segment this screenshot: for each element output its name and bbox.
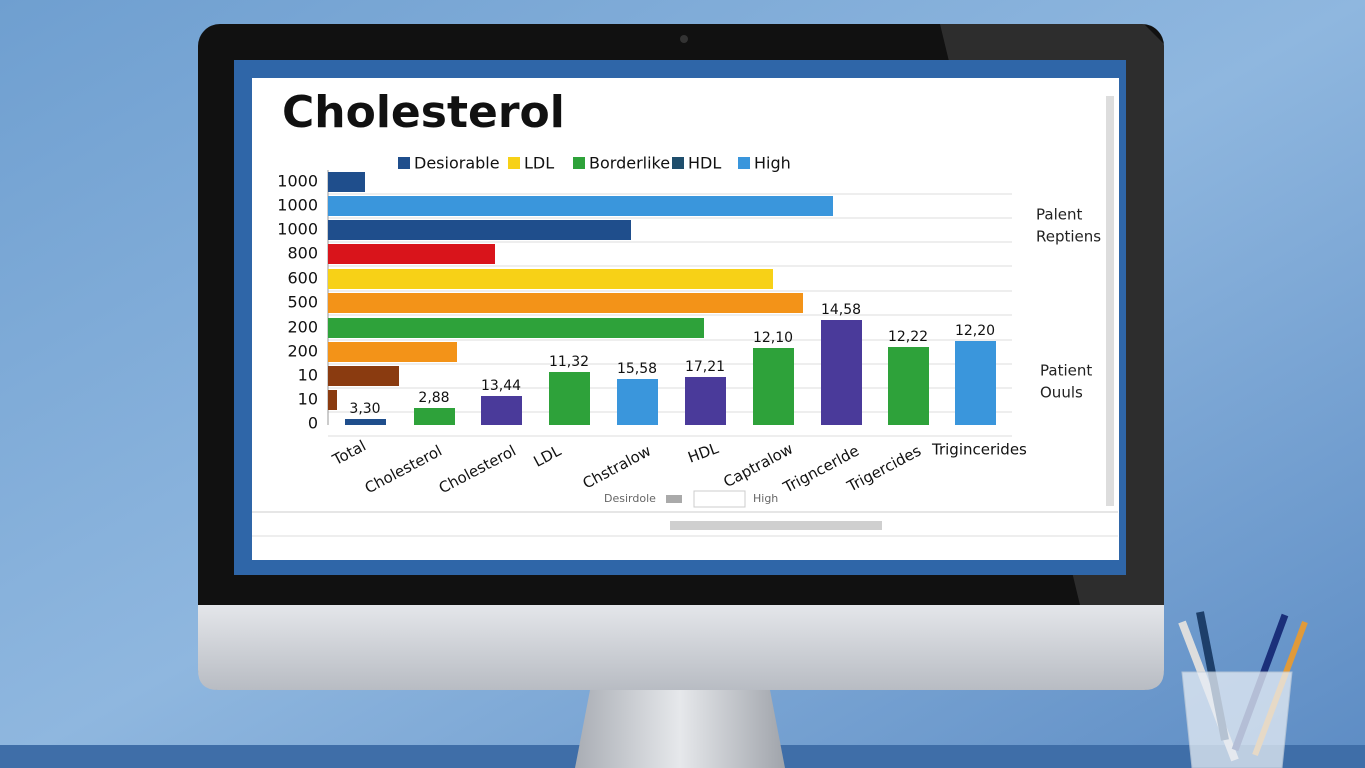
y-label: 10 — [298, 366, 318, 385]
footer-legend: High — [753, 492, 778, 505]
y-label: 1000 — [277, 196, 318, 215]
v-bar — [685, 377, 726, 425]
h-bar — [328, 390, 337, 410]
footer-box — [693, 490, 746, 508]
y-label: 200 — [287, 318, 318, 337]
y-label: 600 — [287, 269, 318, 288]
y-label: 1000 — [277, 220, 318, 239]
y-label: 500 — [287, 293, 318, 312]
marks — [328, 172, 996, 425]
v-bar — [753, 348, 794, 425]
side-note: Reptiens — [1036, 228, 1101, 246]
h-bar — [328, 318, 704, 338]
footer-legend: Desirdole — [604, 492, 656, 505]
side-note: Ouuls — [1040, 384, 1083, 402]
y-label: 800 — [287, 244, 318, 263]
legend-label: Borderlike — [589, 154, 670, 173]
bar-label: 17,21 — [685, 359, 725, 375]
h-bar — [328, 196, 833, 216]
bar-label: 12,20 — [955, 323, 995, 339]
legend-swatch — [573, 157, 585, 169]
legend-swatch — [398, 157, 410, 169]
legend-label: HDL — [688, 154, 721, 173]
legend-label: High — [754, 154, 791, 173]
pen-cup — [1178, 611, 1308, 768]
camera — [680, 35, 688, 43]
side-note: Patient — [1040, 362, 1092, 380]
y-label: 200 — [287, 342, 318, 361]
monitor-stand — [575, 690, 785, 768]
v-bar — [617, 379, 658, 425]
v-bar — [821, 320, 862, 425]
y-label: 0 — [308, 414, 318, 433]
h-bar — [328, 293, 803, 313]
v-bar — [549, 372, 590, 425]
side-note: Palent — [1036, 206, 1082, 224]
y-label: 1000 — [277, 172, 318, 191]
legend-label: LDL — [524, 154, 554, 173]
bar-label: 2,88 — [418, 390, 449, 406]
bar-label: 12,22 — [888, 329, 928, 345]
footer-swatch — [666, 495, 682, 503]
h-bar — [328, 244, 495, 264]
bar-label: 3,30 — [349, 401, 380, 417]
v-bar — [414, 408, 455, 425]
v-bar — [345, 419, 386, 425]
legend-swatch — [508, 157, 520, 169]
h-bar — [328, 342, 457, 362]
x-label: Trigincerides — [931, 441, 1027, 459]
bar-label: 15,58 — [617, 361, 657, 377]
bar-label: 12,10 — [753, 330, 793, 346]
bar-label: 14,58 — [821, 302, 861, 318]
h-bar — [328, 220, 631, 240]
y-label: 10 — [298, 390, 318, 409]
bar-label: 11,32 — [549, 354, 589, 370]
h-bar — [328, 366, 399, 386]
bar-label: 13,44 — [481, 378, 521, 394]
chart-title: Cholesterol — [282, 87, 565, 138]
h-bar — [328, 269, 773, 289]
h-bar — [328, 172, 365, 192]
h-scrollbar — [670, 521, 882, 530]
legend-swatch — [738, 157, 750, 169]
v-bar — [481, 396, 522, 425]
legend-swatch — [672, 157, 684, 169]
v-bar — [955, 341, 996, 425]
legend-label: Desiorable — [414, 154, 500, 173]
scrollbar — [1106, 96, 1114, 506]
monitor-chin — [198, 605, 1164, 690]
v-bar — [888, 347, 929, 425]
